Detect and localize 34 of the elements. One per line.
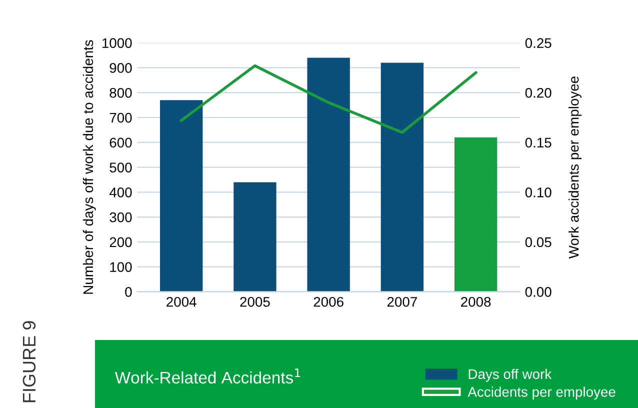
y-axis-title: Number of days off work due to accidents [82,40,96,294]
y-tick-label: 0 [125,287,132,297]
y-tick-label: 200 [110,237,132,248]
y-tick-label: 500 [110,162,132,172]
y-tick-label: 600 [110,138,132,148]
bar [454,137,498,292]
y2-axis-title: Work accidents per employee [568,76,582,259]
y-tick-label: 1000 [102,38,132,48]
y2-tick-label: 0.20 [525,88,552,98]
caption: FIGURE 9 [22,321,36,402]
y-tick-label: 800 [110,88,132,98]
legend-label: Accidents per employee [468,386,616,400]
y-tick-label: 400 [109,188,132,198]
x-tick-label: 2004 [166,296,196,307]
y2-tick-label: 0.00 [525,287,552,297]
y2-tick-label: 0.25 [525,38,552,48]
line-series [180,64,478,134]
y2-tick-label: 0.15 [525,138,552,148]
bar [160,100,203,292]
y2-tick-label: 0.05 [525,237,552,248]
y-tick-label: 700 [110,112,132,123]
y-tick-label: 900 [110,63,132,73]
legend-label: Days off work [468,368,552,382]
x-tick-label: 2006 [314,296,344,307]
x-tick-label: 2008 [461,296,491,307]
x-tick-label: 2005 [240,296,270,307]
y-tick-label: 100 [110,262,132,272]
y-tick-label: 300 [110,212,132,222]
text: Work-Related Accidents$^{1}$ [114,368,300,384]
x-tick-label: 2007 [387,296,417,307]
bar [307,58,350,292]
bar [234,182,276,292]
y2-tick-label: 0.10 [525,188,552,198]
bar [380,62,424,292]
